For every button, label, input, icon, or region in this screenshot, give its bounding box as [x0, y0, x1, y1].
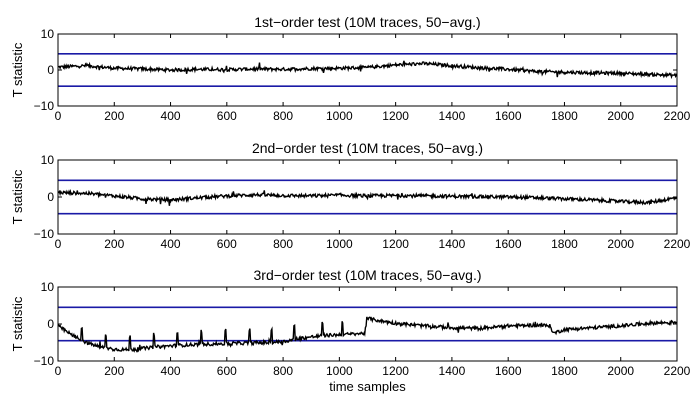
x-tick-label: 1800 — [551, 364, 578, 378]
y-tick-label: 0 — [47, 63, 54, 77]
x-tick-label: 1200 — [382, 109, 409, 123]
x-axis-label: time samples — [329, 379, 406, 394]
x-tick-label: 0 — [55, 237, 62, 251]
x-tick-label: 1200 — [382, 364, 409, 378]
y-tick-label: 0 — [47, 190, 54, 204]
x-tick-label: 1000 — [326, 364, 353, 378]
x-tick-label: 600 — [217, 237, 237, 251]
x-tick-label: 2000 — [607, 364, 634, 378]
x-tick-label: 200 — [104, 364, 124, 378]
x-tick-label: 2000 — [607, 109, 634, 123]
x-tick-label: 1400 — [439, 237, 466, 251]
x-tick-label: 2200 — [664, 109, 691, 123]
series-line — [57, 316, 678, 353]
y-tick-label: 0 — [47, 317, 54, 331]
panel-3: 3rd−order test (10M traces, 50−avg.) T st… — [10, 267, 691, 394]
x-tick-label: 200 — [104, 237, 124, 251]
x-tick-label: 2200 — [664, 237, 691, 251]
chart-title: 2nd−order test (10M traces, 50−avg.) — [252, 140, 483, 156]
panel-1: 1st−order test (10M traces, 50−avg.) T st… — [10, 14, 691, 123]
y-axis-label: T statistic — [10, 296, 25, 351]
x-tick-label: 2000 — [607, 237, 634, 251]
x-tick-label: 1600 — [495, 364, 522, 378]
panel-2: 2nd−order test (10M traces, 50−avg.) T st… — [10, 140, 691, 251]
x-tick-label: 1000 — [326, 109, 353, 123]
x-tick-label: 1800 — [551, 109, 578, 123]
series-line — [58, 188, 678, 206]
y-axis-label: T statistic — [10, 42, 25, 97]
x-tick-label: 1000 — [326, 237, 353, 251]
plot-frame — [57, 286, 678, 362]
x-tick-label: 600 — [217, 364, 237, 378]
x-tick-label: 1600 — [495, 237, 522, 251]
x-tick-label: 400 — [161, 109, 181, 123]
x-tick-label: 800 — [273, 364, 293, 378]
y-tick-label: −10 — [34, 227, 55, 241]
y-tick-label: 10 — [41, 153, 55, 167]
x-tick-label: 1400 — [439, 109, 466, 123]
x-tick-label: 400 — [161, 364, 181, 378]
chart-title: 3rd−order test (10M traces, 50−avg.) — [254, 267, 482, 283]
x-tick-label: 2200 — [664, 364, 691, 378]
y-tick-label: −10 — [34, 99, 55, 113]
y-tick-label: −10 — [34, 354, 55, 368]
x-tick-label: 800 — [273, 237, 293, 251]
x-tick-label: 1400 — [439, 364, 466, 378]
y-tick-label: 10 — [41, 27, 55, 41]
y-axis-label: T statistic — [10, 169, 25, 224]
x-tick-label: 1200 — [382, 237, 409, 251]
x-tick-label: 0 — [55, 364, 62, 378]
x-tick-label: 0 — [55, 109, 62, 123]
y-tick-label: 10 — [41, 280, 55, 294]
x-tick-label: 400 — [161, 237, 181, 251]
x-tick-label: 200 — [104, 109, 124, 123]
series-line — [57, 60, 678, 80]
chart-title: 1st−order test (10M traces, 50−avg.) — [254, 14, 480, 30]
x-tick-label: 800 — [273, 109, 293, 123]
x-tick-label: 600 — [217, 109, 237, 123]
x-tick-label: 1600 — [495, 109, 522, 123]
x-tick-label: 1800 — [551, 237, 578, 251]
